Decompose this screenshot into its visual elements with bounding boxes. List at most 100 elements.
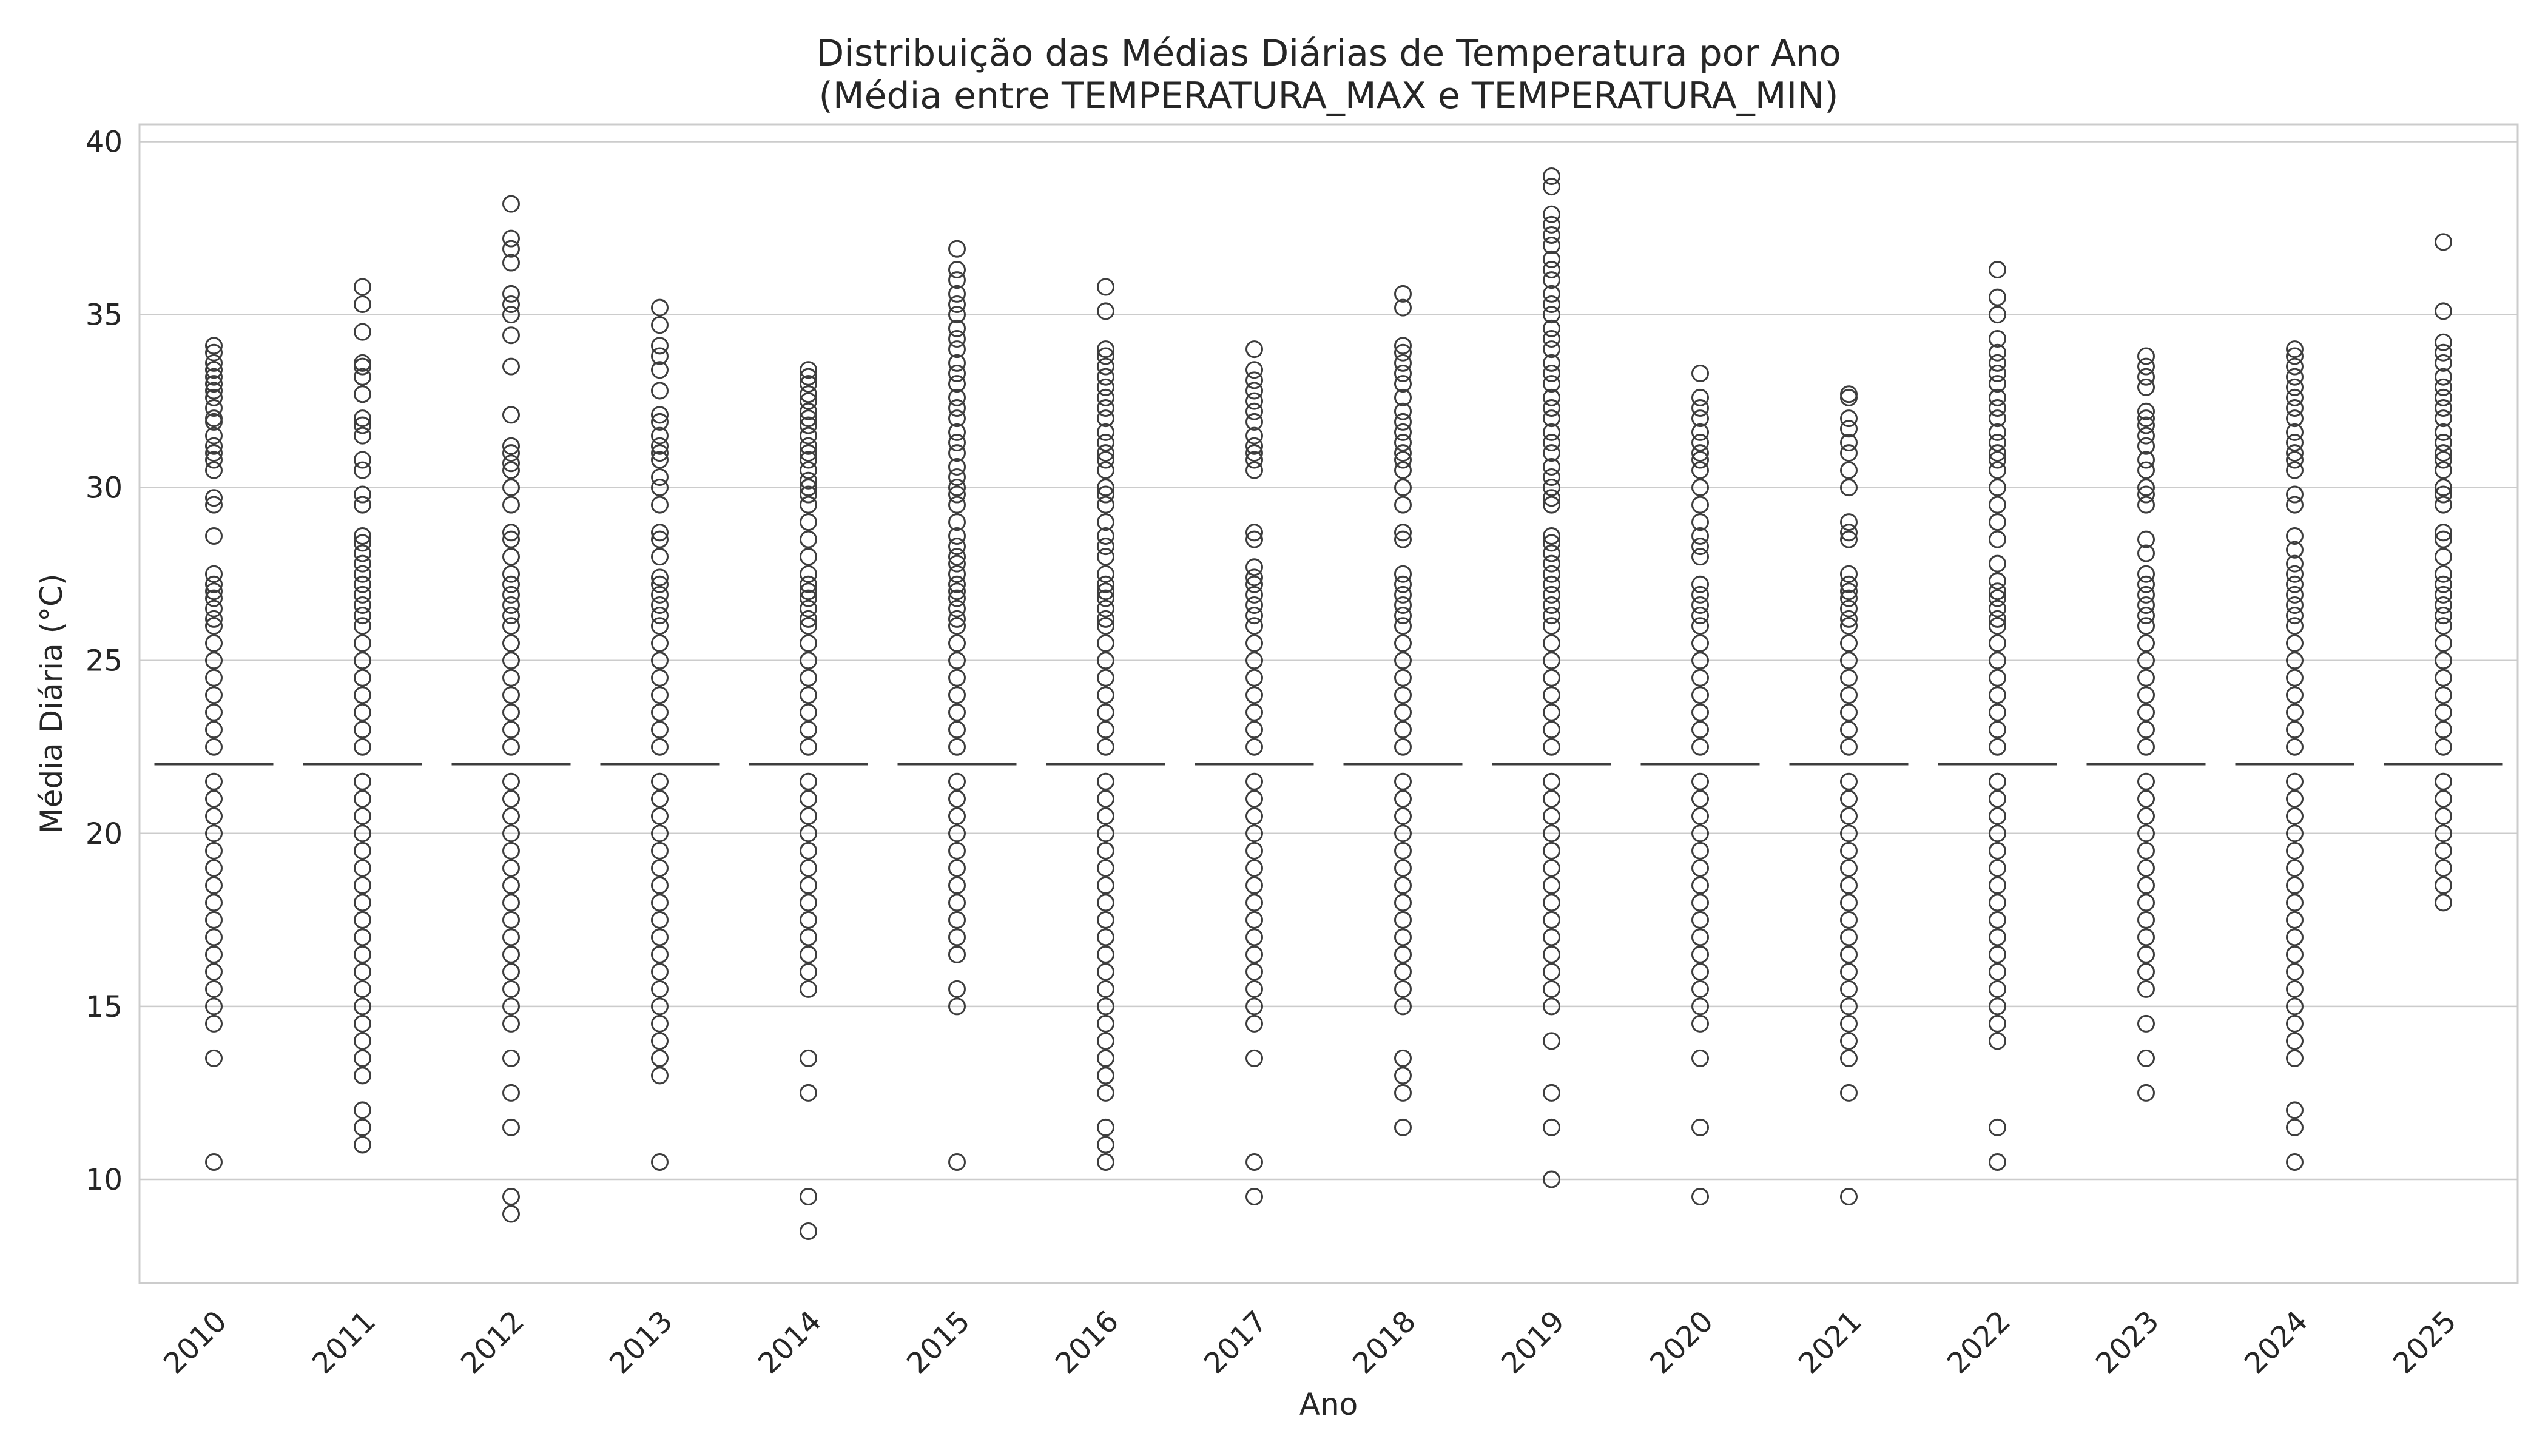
outlier-point [1989,841,2006,860]
outlier-point [502,772,520,790]
outlier-point [651,496,669,514]
outlier-point [502,240,520,258]
outlier-point [1543,365,1560,383]
outlier-point [1394,365,1412,383]
outlier-point [1394,575,1412,593]
outlier-point [651,859,669,877]
box-2014 [749,361,868,1240]
outlier-point [354,496,371,514]
outlier-point [1097,410,1114,428]
outlier-point [2286,607,2304,625]
outlier-point [2137,410,2155,428]
outlier-point [948,824,966,843]
outlier-point [1245,371,1263,389]
x-axis-label: Ano [1299,1387,1358,1422]
y-tick-label: 40 [86,126,123,160]
outlier-point [2435,634,2452,652]
outlier-point [1097,496,1114,514]
outlier-point [205,652,223,670]
outlier-point [651,669,669,687]
outlier-point [2137,1014,2155,1033]
outlier-point [1097,721,1114,739]
outlier-point [1989,928,2006,946]
outlier-point [2286,357,2304,376]
outlier-point [1691,1187,1709,1205]
outlier-point [800,375,817,393]
outlier-point [1245,669,1263,687]
outlier-point [651,703,669,721]
outlier-point [948,721,966,739]
outlier-point [1691,496,1709,514]
outlier-point [1394,945,1412,963]
outlier-point [2137,980,2155,998]
outlier-point [205,388,223,406]
outlier-point [2286,790,2304,808]
outlier-point [2286,596,2304,615]
outlier-point [1097,368,1114,386]
outlier-point [1989,375,2006,393]
outlier-point [1245,568,1263,587]
outlier-point [1840,980,1858,998]
outlier-point [1543,527,1560,545]
outlier-point [800,1084,817,1102]
outlier-point [948,496,966,514]
outlier-point [651,406,669,424]
outlier-point [354,1032,371,1050]
outlier-point [1543,205,1560,223]
outlier-point [205,444,223,462]
outlier-point [1245,945,1263,963]
outlier-point [1394,530,1412,548]
outlier-point [1543,634,1560,652]
outlier-point [1989,388,2006,406]
outlier-point [2286,997,2304,1016]
outlier-point [354,485,371,504]
outlier-point [205,1014,223,1033]
outlier-point [502,254,520,272]
outlier-point [2286,527,2304,545]
outlier-point [1097,527,1114,545]
outlier-point [1097,963,1114,981]
outlier-point [651,568,669,587]
outlier-point [1097,479,1114,497]
outlier-point [2435,423,2452,441]
outlier-point [205,686,223,704]
outlier-point [1691,423,1709,441]
outlier-point [502,585,520,604]
outlier-point [948,399,966,417]
outlier-point [1543,534,1560,552]
outlier-point [1245,772,1263,790]
outlier-point [354,295,371,313]
outlier-point [948,388,966,406]
y-tick-label: 20 [86,817,123,851]
outlier-point [2137,596,2155,615]
outlier-point [205,721,223,739]
outlier-point [354,461,371,479]
outlier-point [502,911,520,929]
outlier-point [800,669,817,687]
outlier-point [1840,420,1858,438]
outlier-point [2286,876,2304,894]
outlier-point [948,240,966,258]
outlier-point [1989,1153,2006,1171]
outlier-point [1543,703,1560,721]
outlier-point [1097,738,1114,756]
outlier-point [651,807,669,825]
box-2017 [1195,340,1314,1205]
outlier-point [1543,963,1560,981]
outlier-point [948,468,966,487]
outlier-point [2286,423,2304,441]
outlier-point [2435,548,2452,566]
outlier-point [502,721,520,739]
outlier-point [1691,911,1709,929]
outlier-point [1543,669,1560,687]
outlier-point [1989,980,2006,998]
outlier-point [354,876,371,894]
outlier-point [1394,859,1412,877]
outlier-point [2435,410,2452,428]
outlier-point [2137,426,2155,445]
outlier-point [2286,652,2304,670]
outlier-point [205,437,223,455]
outlier-point [1691,434,1709,452]
outlier-point [205,634,223,652]
